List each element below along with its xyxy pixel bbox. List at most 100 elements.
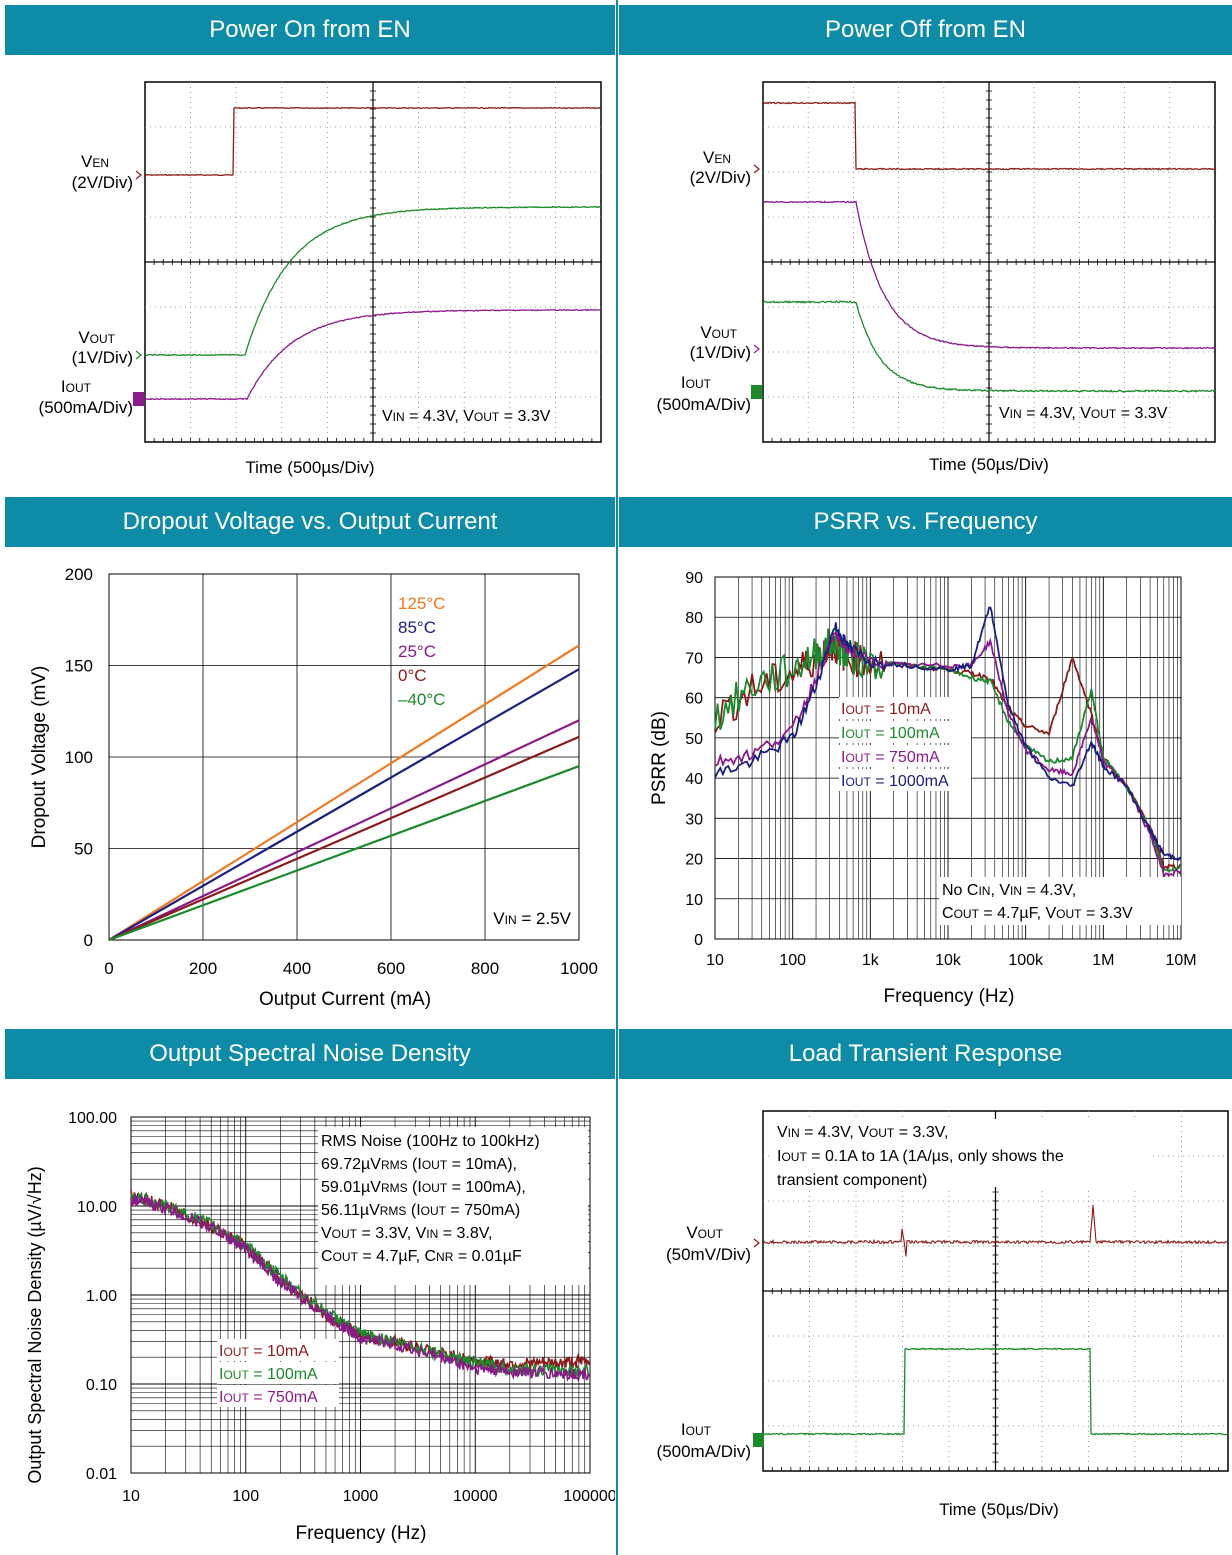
channel-marker bbox=[133, 392, 144, 406]
y-axis-label: Dropout Voltage (mV) bbox=[29, 666, 50, 849]
x-tick-label: 1000 bbox=[560, 959, 598, 978]
ven-trace bbox=[762, 101, 1216, 171]
channel-marker bbox=[751, 385, 762, 399]
legend-bg bbox=[217, 1339, 339, 1361]
channel-scale: (50mV/Div) bbox=[666, 1245, 751, 1264]
series-line bbox=[108, 644, 580, 941]
ven-trace bbox=[145, 106, 601, 177]
channel-scale: (2V/Div) bbox=[72, 173, 133, 192]
y-tick-label: 1.00 bbox=[86, 1288, 117, 1305]
y-axis-label: Output Spectral Noise Density (µV/√Hz) bbox=[25, 1166, 45, 1483]
x-tick-label: 10M bbox=[1165, 952, 1196, 969]
x-axis-label: Output Current (mA) bbox=[259, 989, 431, 1010]
channel-label: IOUT bbox=[681, 373, 712, 392]
x-tick-label: 100 bbox=[779, 952, 806, 969]
y-tick-label: 200 bbox=[65, 565, 93, 584]
legend-entry: IOUT = 10mA bbox=[841, 701, 931, 718]
panel-title: Power On from EN bbox=[5, 5, 615, 55]
iout-trace bbox=[762, 300, 1216, 393]
y-tick-label: 30 bbox=[685, 811, 703, 828]
legend-bg bbox=[217, 1385, 339, 1407]
power-on-panel: Power On from EN VEN (2V/Div) VOUT (1V/Div)… bbox=[5, 5, 615, 493]
channel-scale: (500mA/Div) bbox=[657, 1442, 751, 1461]
x-tick-label: 1k bbox=[862, 952, 880, 969]
y-tick-label: 0.01 bbox=[86, 1466, 117, 1483]
condition-annotation: VIN = 4.3V, VOUT = 3.3V bbox=[999, 405, 1168, 422]
condition-annotation: transient component) bbox=[777, 1172, 927, 1189]
x-tick-label: 1000 bbox=[343, 1488, 379, 1505]
x-tick-label: 100000 bbox=[563, 1488, 615, 1505]
x-tick-label: 200 bbox=[189, 959, 217, 978]
series-line bbox=[108, 735, 580, 942]
legend-bg bbox=[839, 697, 971, 719]
annotation-bg bbox=[318, 1127, 588, 1285]
legend-entry: IOUT = 750mA bbox=[841, 749, 940, 766]
condition-annotation: VIN = 4.3V, VOUT = 3.3V, bbox=[777, 1124, 948, 1141]
series-line bbox=[714, 606, 1182, 861]
vout-trace bbox=[762, 200, 1216, 350]
vout-trace bbox=[762, 1204, 1229, 1257]
y-tick-label: 80 bbox=[685, 610, 703, 627]
condition-annotation: 56.11µVRMS (IOUT = 750mA) bbox=[321, 1202, 520, 1219]
channel-marker bbox=[753, 164, 760, 174]
channel-label: IOUT bbox=[681, 1420, 712, 1439]
x-tick-label: 100k bbox=[1008, 952, 1044, 969]
legend-entry: IOUT = 100mA bbox=[841, 725, 940, 742]
channel-marker bbox=[135, 350, 142, 360]
x-tick-label: 10000 bbox=[453, 1488, 498, 1505]
y-tick-label: 100.00 bbox=[68, 1110, 117, 1127]
y-tick-label: 0.10 bbox=[86, 1377, 117, 1394]
y-tick-label: 50 bbox=[685, 731, 703, 748]
channel-scale: (500mA/Div) bbox=[657, 395, 751, 414]
series-line bbox=[108, 668, 580, 941]
legend-entry: 125°C bbox=[398, 594, 445, 613]
condition-annotation: VIN = 2.5V bbox=[493, 909, 571, 928]
y-tick-label: 10 bbox=[685, 892, 703, 909]
legend-entry: 85°C bbox=[398, 618, 436, 637]
y-tick-label: 0 bbox=[84, 931, 93, 950]
channel-label: VEN bbox=[703, 148, 731, 167]
x-tick-label: 600 bbox=[377, 959, 405, 978]
condition-annotation: COUT = 4.7µF, CNR = 0.01µF bbox=[321, 1248, 522, 1265]
x-axis-label: Frequency (Hz) bbox=[296, 1523, 427, 1544]
channel-marker bbox=[135, 170, 142, 180]
y-tick-label: 20 bbox=[685, 852, 703, 869]
channel-label: VOUT bbox=[78, 328, 115, 347]
series-line bbox=[108, 765, 580, 942]
legend-entry: IOUT = 10mA bbox=[219, 1343, 309, 1360]
y-tick-label: 0 bbox=[694, 932, 703, 949]
y-tick-label: 150 bbox=[65, 657, 93, 676]
panel-title: PSRR vs. Frequency bbox=[619, 497, 1232, 547]
condition-annotation: VOUT = 3.3V, VIN = 3.8V, bbox=[321, 1225, 492, 1242]
power-off-panel: Power Off from EN VEN (2V/Div) VOUT (1V/Div… bbox=[619, 5, 1232, 493]
series-line bbox=[130, 1194, 590, 1382]
condition-annotation: 59.01µVRMS (IOUT = 100mA), bbox=[321, 1179, 526, 1196]
legend-entry: IOUT = 1000mA bbox=[841, 773, 949, 790]
annotation-bg bbox=[769, 1119, 1149, 1187]
channel-scale: (500mA/Div) bbox=[39, 398, 133, 417]
x-axis-label: Time (50µs/Div) bbox=[929, 455, 1049, 474]
annotation-bg bbox=[939, 877, 1181, 925]
x-tick-label: 800 bbox=[471, 959, 499, 978]
panel-title: Dropout Voltage vs. Output Current bbox=[5, 497, 615, 547]
channel-label: VOUT bbox=[686, 1223, 723, 1242]
channel-marker bbox=[753, 1238, 760, 1248]
channel-label: VEN bbox=[81, 152, 109, 171]
legend-entry: IOUT = 750mA bbox=[219, 1389, 318, 1406]
panel-divider bbox=[616, 0, 618, 1555]
condition-annotation: IOUT = 0.1A to 1A (1A/µs, only shows the bbox=[777, 1148, 1064, 1165]
dropout-panel: Dropout Voltage vs. Output Current 0 200 4… bbox=[5, 497, 615, 1025]
vout-trace bbox=[144, 205, 602, 357]
condition-annotation: No CIN, VIN = 4.3V, bbox=[942, 882, 1076, 899]
condition-annotation: VIN = 4.3V, VOUT = 3.3V bbox=[382, 408, 551, 425]
power-off-chart: VEN(2V/Div) VOUT(1V/Div) IOUT (500mA/Div) VI… bbox=[657, 81, 1216, 474]
series-line bbox=[108, 719, 580, 941]
legend-entry: 25°C bbox=[398, 642, 436, 661]
legend-bg bbox=[217, 1362, 339, 1384]
noise-chart: 0.01 0.10 1.00 10.00 100.00 10 100 1000 10000 100… bbox=[25, 1110, 615, 1544]
channel-scale: (1V/Div) bbox=[72, 348, 133, 367]
noise-panel: Output Spectral Noise Density 0.01 0.10 1.… bbox=[5, 1029, 615, 1555]
x-tick-label: 10 bbox=[122, 1488, 140, 1505]
y-tick-label: 50 bbox=[74, 840, 93, 859]
